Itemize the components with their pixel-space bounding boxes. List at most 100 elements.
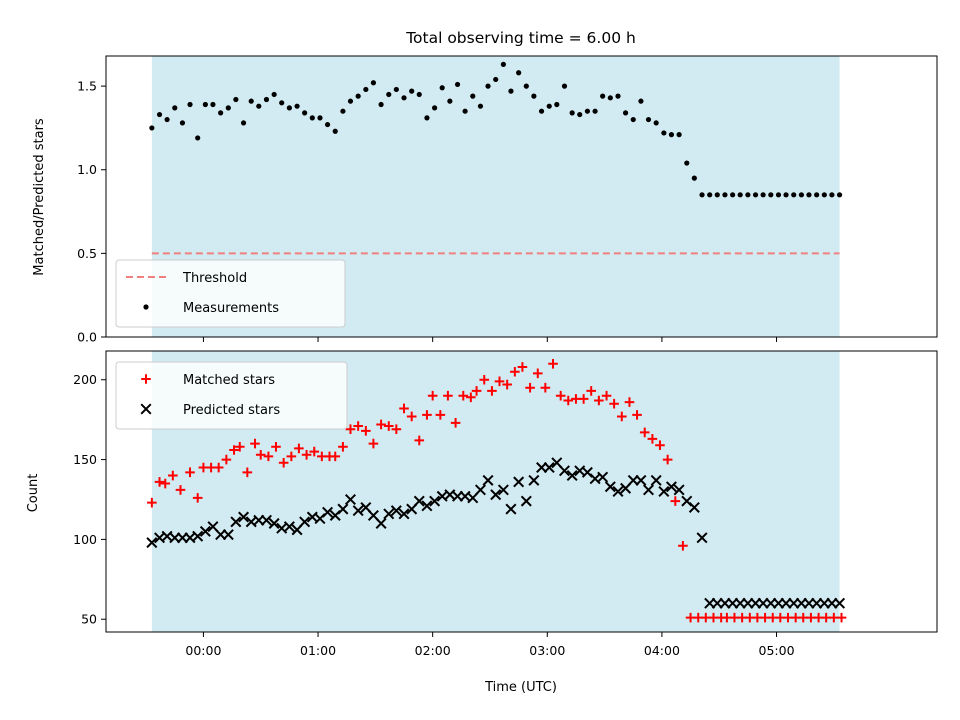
- predicted-star-point: [642, 484, 655, 496]
- predicted-star-point: [299, 516, 311, 528]
- measurement-point: [737, 192, 743, 198]
- matched-star-point: [632, 410, 642, 420]
- measurement-point: [653, 120, 659, 126]
- matched-star-point: [309, 446, 320, 457]
- series-measurements: [149, 61, 843, 198]
- matched-star-point: [185, 467, 195, 478]
- matched-star-point: [510, 366, 520, 377]
- measurement-point: [256, 103, 262, 109]
- series-matched-stars: [147, 358, 847, 623]
- predicted-star-point: [658, 485, 670, 498]
- matched-star-point: [578, 394, 589, 404]
- matched-star-point: [294, 443, 304, 454]
- predicted-star-point: [635, 474, 647, 486]
- predicted-star-point: [834, 597, 846, 609]
- y-tick-label: 1.5: [77, 79, 97, 94]
- predicted-star-point: [558, 465, 570, 477]
- measurement-point: [798, 192, 805, 198]
- matched-star-point: [487, 386, 497, 396]
- matched-star-point: [255, 449, 266, 460]
- measurement-point: [508, 88, 514, 94]
- matched-star-point: [422, 410, 432, 420]
- matched-star-point: [427, 390, 438, 401]
- matched-star-point: [271, 441, 281, 452]
- predicted-star-point: [604, 481, 616, 493]
- predicted-star-point: [505, 503, 517, 515]
- predicted-star-point: [566, 470, 578, 482]
- measurement-point: [195, 135, 201, 141]
- measurement-point: [661, 130, 667, 136]
- matched-star-point: [655, 440, 665, 450]
- measurement-point: [829, 192, 835, 198]
- measurement-point: [607, 95, 613, 101]
- matched-star-point: [286, 451, 297, 462]
- measurement-point: [202, 101, 208, 108]
- predicted-star-point: [375, 517, 387, 529]
- measurement-point: [783, 192, 789, 198]
- y-tick-label: 100: [73, 532, 97, 547]
- measurement-point: [554, 101, 560, 108]
- measurement-point: [714, 192, 720, 198]
- measurement-point: [462, 108, 468, 114]
- predicted-star-point: [398, 508, 410, 520]
- measurement-point: [432, 105, 438, 111]
- matched-star-point: [414, 435, 425, 446]
- measurement-point: [691, 175, 697, 181]
- matched-star-point: [147, 497, 157, 508]
- matched-star-point: [406, 411, 417, 422]
- measurement-point: [263, 96, 270, 103]
- predicted-star-point: [322, 506, 334, 518]
- matched-star-point: [383, 421, 394, 431]
- measurement-point: [775, 192, 782, 198]
- predicted-star-point: [528, 474, 540, 486]
- measurement-point: [347, 98, 354, 104]
- matched-star-point: [221, 454, 232, 465]
- measurement-point: [730, 192, 736, 198]
- matched-star-point: [353, 421, 363, 431]
- matched-star-point: [458, 390, 469, 401]
- matched-star-point: [376, 419, 386, 430]
- matched-star-point: [443, 390, 453, 401]
- legend-matched-swatch: [141, 374, 151, 384]
- predicted-star-point: [268, 517, 280, 529]
- x-tick-label: 05:00: [759, 643, 795, 658]
- measurement-point: [218, 110, 224, 116]
- measurement-point: [516, 70, 522, 76]
- measurement-point: [561, 83, 568, 89]
- matched-star-point: [548, 358, 558, 369]
- matched-star-point: [502, 379, 512, 390]
- measurement-point: [821, 192, 827, 198]
- matched-star-point: [450, 418, 461, 428]
- matched-star-point: [192, 493, 203, 503]
- predicted-star-point: [146, 537, 158, 549]
- predicted-star-point: [490, 489, 502, 501]
- predicted-star-point: [543, 462, 555, 474]
- predicted-star-point: [696, 532, 708, 544]
- measurement-point: [584, 108, 591, 114]
- measurement-point: [294, 103, 300, 109]
- matched-star-point: [160, 478, 171, 489]
- predicted-star-point: [390, 505, 402, 517]
- measurement-point: [836, 192, 843, 198]
- measurement-point: [424, 115, 430, 121]
- measurement-point: [416, 91, 422, 98]
- measurement-point: [332, 128, 338, 134]
- measurement-point: [500, 61, 506, 67]
- matched-star-point: [399, 403, 409, 414]
- measurement-point: [447, 98, 453, 104]
- predicted-star-point: [344, 493, 356, 505]
- matched-star-point: [586, 386, 596, 396]
- matched-star-point: [647, 434, 658, 444]
- matched-star-point: [624, 397, 635, 407]
- x-tick-label: 00:00: [185, 643, 221, 658]
- measurement-point: [707, 192, 713, 198]
- matched-star-point: [168, 470, 178, 481]
- predicted-star-point: [260, 514, 272, 526]
- matched-star-point: [250, 438, 260, 449]
- measurement-point: [699, 192, 705, 198]
- legend-entry-label: Predicted stars: [183, 403, 280, 418]
- legend-entry-label: Matched stars: [183, 373, 275, 388]
- measurement-point: [615, 93, 621, 99]
- predicted-star-point: [429, 495, 441, 507]
- matched-star-point: [338, 441, 348, 452]
